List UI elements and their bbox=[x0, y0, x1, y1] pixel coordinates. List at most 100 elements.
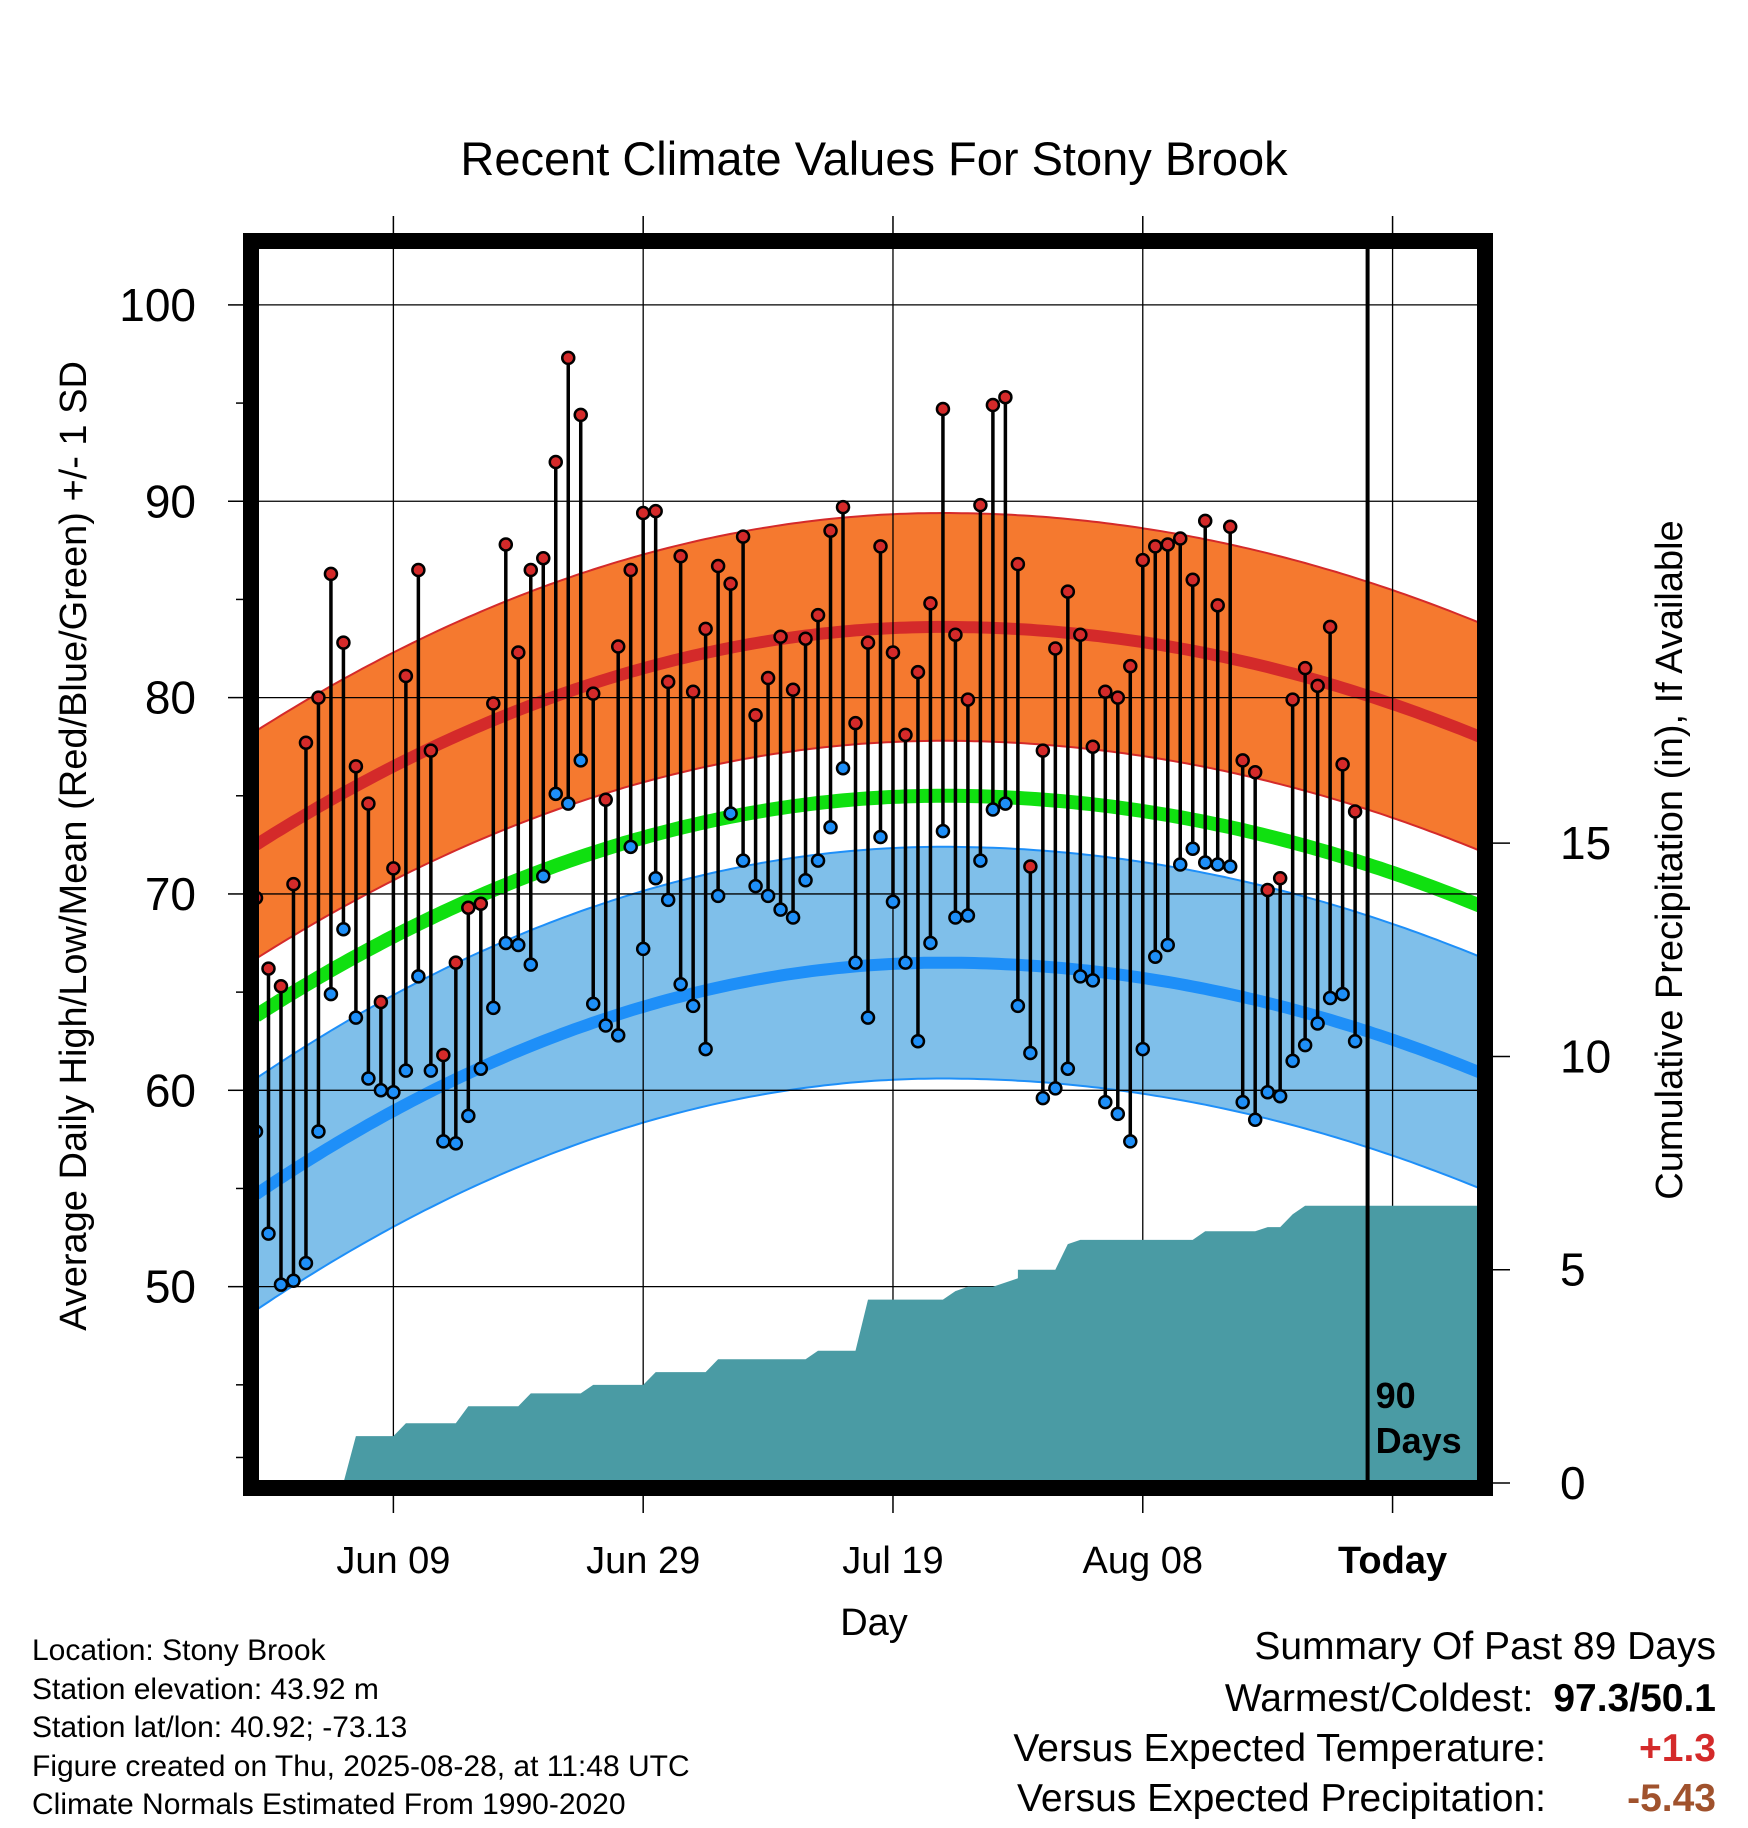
daily-low-point bbox=[960, 908, 976, 923]
window-days-label: Days bbox=[1376, 1420, 1462, 1461]
daily-high-point bbox=[548, 454, 564, 470]
y2-tick-label: 10 bbox=[1560, 1030, 1611, 1082]
daily-high-point bbox=[1310, 678, 1325, 694]
daily-high-point bbox=[1073, 627, 1088, 643]
daily-low-point bbox=[1048, 1081, 1063, 1096]
y2-tick-label: 5 bbox=[1560, 1244, 1586, 1296]
x-tick-label: Jun 09 bbox=[336, 1540, 450, 1582]
daily-high-point bbox=[473, 896, 489, 912]
daily-low-point bbox=[1197, 855, 1213, 870]
daily-high-point bbox=[898, 727, 913, 743]
daily-low-point bbox=[610, 1028, 626, 1043]
precip-anomaly-row: Versus Expected Precipitation: -5.43 bbox=[1013, 1774, 1716, 1824]
daily-low-point bbox=[261, 1226, 276, 1241]
temp-anomaly-value: +1.3 bbox=[1639, 1727, 1716, 1770]
daily-high-point bbox=[648, 503, 663, 519]
daily-low-point bbox=[448, 1136, 464, 1151]
daily-low-point bbox=[698, 1041, 713, 1057]
window-days-number: 90 bbox=[1376, 1375, 1416, 1416]
daily-high-point bbox=[323, 566, 339, 582]
daily-low-point bbox=[411, 969, 426, 984]
daily-high-point bbox=[585, 686, 601, 701]
daily-high-point bbox=[273, 978, 289, 994]
daily-low-point bbox=[1160, 937, 1176, 953]
daily-low-point bbox=[948, 910, 963, 925]
daily-low-point bbox=[1172, 857, 1188, 872]
daily-high-point bbox=[810, 607, 826, 623]
daily-low-point bbox=[336, 922, 351, 937]
created-text: Figure created on Thu, 2025-08-28, at 11… bbox=[32, 1749, 690, 1783]
daily-high-point bbox=[848, 715, 863, 731]
daily-high-point bbox=[1222, 519, 1238, 535]
daily-high-point bbox=[798, 631, 813, 646]
daily-high-point bbox=[760, 670, 776, 686]
daily-high-point bbox=[573, 407, 588, 423]
daily-high-point bbox=[773, 629, 788, 644]
daily-low-point bbox=[373, 1083, 389, 1098]
daily-high-point bbox=[1160, 537, 1176, 552]
daily-low-point bbox=[673, 977, 688, 992]
daily-high-point bbox=[373, 994, 389, 1010]
daily-high-point bbox=[1098, 684, 1113, 699]
elevation-text: Station elevation: 43.92 m bbox=[32, 1672, 379, 1706]
daily-low-point bbox=[823, 819, 838, 835]
daily-high-point bbox=[998, 389, 1013, 405]
daily-low-point bbox=[1073, 969, 1088, 984]
daily-low-point bbox=[585, 996, 601, 1012]
daily-high-point bbox=[1023, 859, 1038, 874]
daily-low-point bbox=[560, 796, 576, 811]
daily-high-point bbox=[411, 562, 426, 578]
x-tick-label: Jun 29 bbox=[586, 1540, 700, 1582]
daily-high-point bbox=[973, 497, 988, 513]
daily-low-point bbox=[760, 888, 776, 904]
daily-high-point bbox=[523, 562, 539, 578]
daily-high-point bbox=[1123, 658, 1138, 674]
daily-low-point bbox=[835, 761, 851, 776]
daily-high-point bbox=[1135, 552, 1151, 568]
daily-low-point bbox=[548, 786, 564, 802]
daily-low-point bbox=[923, 935, 938, 951]
daily-high-point bbox=[723, 576, 738, 591]
daily-low-point bbox=[436, 1134, 451, 1149]
x-tick-label: Today bbox=[1338, 1540, 1447, 1582]
daily-low-point bbox=[1272, 1088, 1288, 1104]
x-axis-label: Day bbox=[840, 1602, 908, 1644]
daily-low-point bbox=[348, 1010, 364, 1025]
daily-high-point bbox=[498, 537, 514, 552]
warm-cold-value: 97.3/50.1 bbox=[1553, 1677, 1716, 1720]
y2-tick-label: 0 bbox=[1560, 1457, 1586, 1509]
daily-low-point bbox=[773, 902, 788, 917]
daily-high-point bbox=[598, 792, 613, 807]
daily-low-point bbox=[498, 935, 514, 951]
daily-low-point bbox=[1185, 841, 1200, 857]
daily-low-point bbox=[898, 955, 913, 970]
daily-high-point bbox=[1197, 513, 1213, 529]
daily-low-point bbox=[860, 1010, 876, 1025]
daily-low-point bbox=[1010, 998, 1026, 1014]
y2-axis-label: Cumulative Precipitation (in), If Availa… bbox=[1649, 520, 1691, 1199]
daily-high-point bbox=[1272, 870, 1288, 886]
daily-high-point bbox=[835, 499, 851, 515]
daily-low-point bbox=[1035, 1090, 1051, 1106]
daily-low-point bbox=[361, 1071, 376, 1086]
daily-high-point bbox=[1172, 531, 1188, 546]
daily-high-point bbox=[1297, 660, 1313, 676]
daily-low-point bbox=[523, 957, 539, 972]
x-tick-label: Aug 08 bbox=[1083, 1540, 1203, 1582]
daily-high-point bbox=[1247, 764, 1263, 780]
warm-cold-row: Warmest/Coldest: 97.3/50.1 bbox=[1013, 1674, 1716, 1724]
daily-low-point bbox=[1310, 1016, 1325, 1031]
precip-anomaly-value: -5.43 bbox=[1627, 1777, 1716, 1820]
daily-high-point bbox=[1060, 584, 1076, 599]
chart-title: Recent Climate Values For Stony Brook bbox=[460, 132, 1288, 185]
daily-high-point bbox=[1048, 641, 1063, 656]
daily-high-point bbox=[1148, 539, 1163, 554]
daily-high-point bbox=[536, 550, 551, 566]
daily-high-point bbox=[560, 350, 576, 366]
daily-high-point bbox=[1322, 619, 1338, 635]
daily-high-point bbox=[1260, 882, 1275, 898]
daily-low-point bbox=[998, 796, 1013, 811]
daily-low-point bbox=[273, 1277, 289, 1292]
